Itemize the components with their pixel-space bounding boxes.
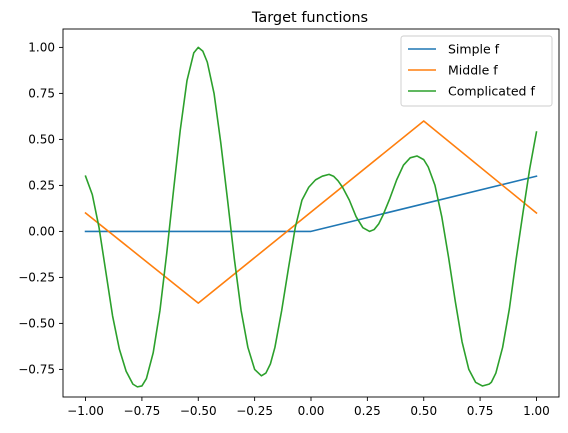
- x-tick-label: −1.00: [67, 404, 104, 418]
- x-tick-label: −0.50: [180, 404, 217, 418]
- series-line-0: [84, 175, 538, 233]
- x-tick-label: −0.25: [236, 404, 273, 418]
- legend-label-0: Simple f: [448, 42, 500, 57]
- series-layer: [84, 46, 538, 388]
- legend: Simple f Middle f Complicated f: [400, 35, 553, 107]
- x-tick-label: 0.00: [298, 404, 325, 418]
- x-tick-label: 1.00: [523, 404, 550, 418]
- x-tick-label: 0.75: [467, 404, 494, 418]
- x-axis: −1.00 −0.75 −0.50 −0.25 0.00 0.25 0.50 0.75 1.00: [67, 397, 550, 418]
- x-tick-label: 0.50: [410, 404, 437, 418]
- y-tick-label: −0.50: [18, 316, 55, 330]
- y-axis: −0.75 −0.50 −0.25 0.00 0.25 0.50 0.75 1.00: [18, 40, 63, 376]
- legend-label-1: Middle f: [448, 63, 498, 78]
- legend-box: [400, 35, 553, 107]
- series-line-1: [84, 120, 538, 304]
- x-tick-label: −0.75: [124, 404, 161, 418]
- y-tick-label: 0.25: [28, 178, 55, 192]
- y-tick-label: 0.00: [28, 224, 55, 238]
- y-tick-label: 0.50: [28, 132, 55, 146]
- chart-title: Target functions: [251, 10, 368, 26]
- y-tick-label: −0.75: [18, 362, 55, 376]
- y-tick-label: −0.25: [18, 270, 55, 284]
- y-tick-label: 1.00: [28, 40, 55, 54]
- x-tick-label: 0.25: [354, 404, 381, 418]
- series-line-2: [84, 46, 538, 388]
- y-tick-label: 0.75: [28, 86, 55, 100]
- legend-label-2: Complicated f: [448, 84, 535, 99]
